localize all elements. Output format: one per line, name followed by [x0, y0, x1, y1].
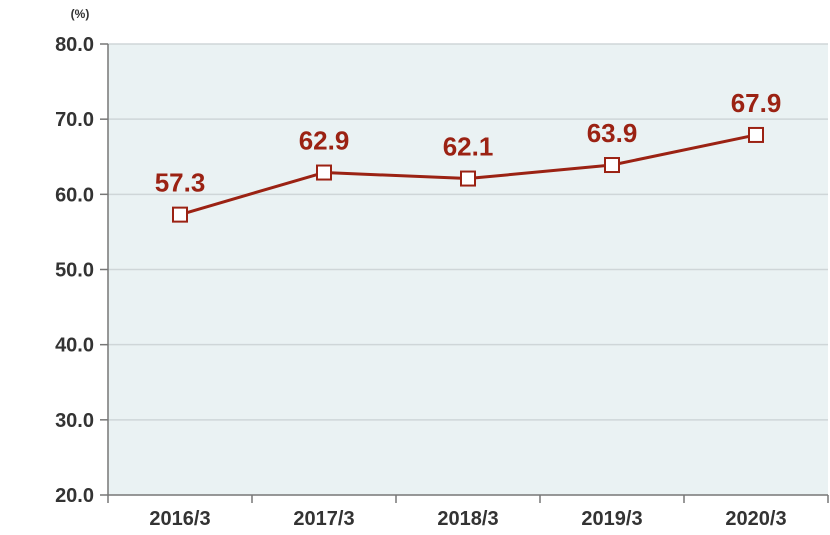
y-tick-label: 30.0 — [55, 410, 94, 432]
data-label-2020/3: 67.9 — [731, 88, 782, 118]
y-tick-label: 20.0 — [55, 485, 94, 507]
x-tick-label: 2016/3 — [149, 508, 210, 530]
y-tick-label: 60.0 — [55, 184, 94, 206]
x-tick-label: 2017/3 — [293, 508, 354, 530]
x-tick-label: 2019/3 — [581, 508, 642, 530]
data-marker-2018/3 — [460, 170, 476, 187]
y-axis-unit-label: (%) — [71, 7, 90, 21]
x-tick-label: 2020/3 — [725, 508, 786, 530]
data-label-2018/3: 62.1 — [443, 132, 494, 162]
data-label-2019/3: 63.9 — [587, 118, 638, 148]
y-axis-tick-labels: 20.0 30.0 40.0 50.0 60.0 70.0 80.0 — [55, 34, 94, 507]
axes — [100, 43, 829, 503]
data-label-2016/3: 57.3 — [155, 168, 206, 198]
y-tick-label: 40.0 — [55, 335, 94, 357]
y-tick-label: 80.0 — [55, 34, 94, 56]
y-tick-label: 70.0 — [55, 109, 94, 131]
data-marker-2019/3 — [604, 157, 620, 174]
gridlines — [108, 43, 828, 421]
data-label-2017/3: 62.9 — [299, 126, 350, 156]
data-marker-2016/3 — [172, 206, 188, 223]
x-axis-tick-labels: 2016/3 2017/3 2018/3 2019/3 2020/3 — [149, 508, 786, 530]
data-labels: 57.3 62.9 62.1 63.9 67.9 — [155, 88, 782, 198]
x-tick-label: 2018/3 — [437, 508, 498, 530]
data-marker-2017/3 — [316, 164, 332, 181]
y-tick-label: 50.0 — [55, 260, 94, 282]
data-markers — [172, 126, 764, 223]
data-marker-2020/3 — [748, 126, 764, 143]
